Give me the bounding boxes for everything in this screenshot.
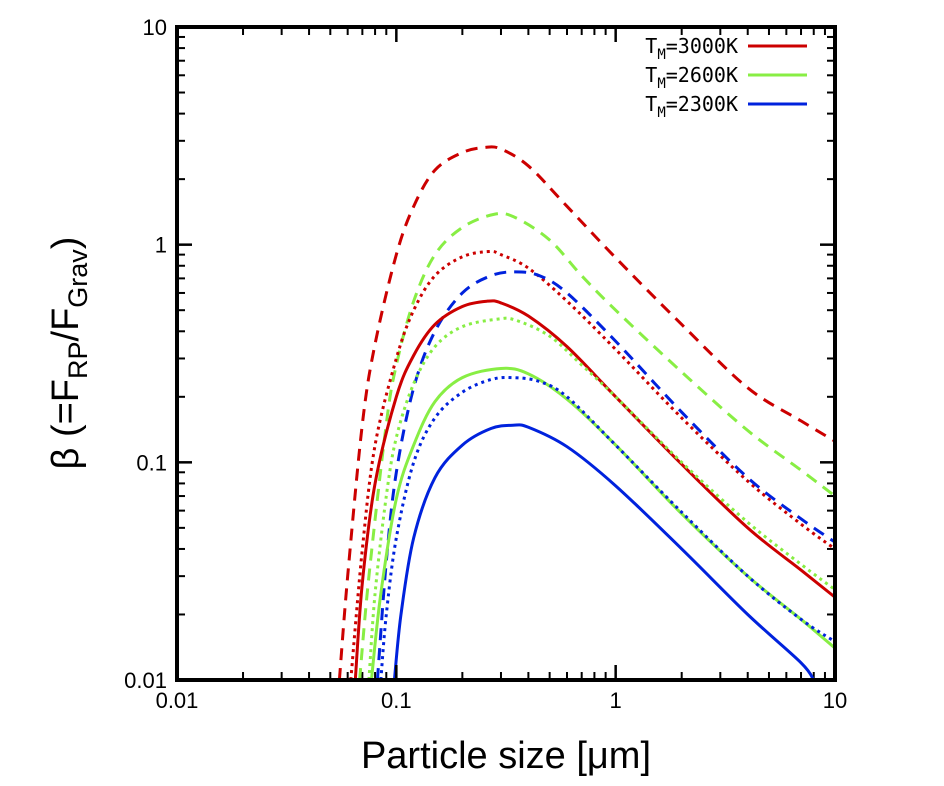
y-tick-label: 1 (155, 233, 167, 258)
series-line-5 (353, 299, 835, 680)
x-tick-label: 1 (610, 688, 622, 713)
legend-label: TM=3000K (645, 34, 738, 63)
legend-label-prefix: T (645, 34, 657, 58)
series-group (337, 145, 835, 680)
tick-labels: 0.01 0.1 1 10 0.01 0.1 1 10 (124, 15, 847, 713)
y-axis-title: β (=FRP/FGrav) (45, 237, 93, 470)
legend-label-prefix: T (645, 92, 657, 116)
series-line-3 (349, 249, 835, 680)
legend-label-suffix: =2600K (666, 63, 738, 87)
y-tick-label: 0.1 (136, 450, 167, 475)
series-line-7 (369, 366, 835, 680)
minor-ticks (177, 27, 835, 680)
y-tick-label: 0.01 (124, 668, 167, 693)
y-tick-label: 10 (143, 15, 167, 40)
legend-label-suffix: =2300K (666, 92, 738, 116)
y-axis-title-prefix: β (=F (45, 379, 87, 469)
series-line-4 (375, 270, 835, 680)
x-axis-title: Particle size [μm] (361, 735, 651, 777)
y-axis-title-sub-grav: Grav (63, 249, 93, 308)
series-line-2 (358, 211, 835, 680)
x-tick-label: 10 (823, 688, 847, 713)
legend-label-prefix: T (645, 63, 657, 87)
y-axis-title-sub-rp: RP (63, 341, 93, 379)
series-line-1 (337, 145, 835, 680)
legend-label-sub: M (657, 105, 665, 121)
plot-frame (175, 25, 837, 682)
y-axis-title-mid: /F (45, 308, 87, 342)
legend-label-sub: M (657, 76, 665, 92)
series-line-6 (367, 316, 835, 680)
legend-label-sub: M (657, 47, 665, 63)
major-ticks (175, 25, 837, 682)
x-tick-label: 0.1 (381, 688, 412, 713)
legend-label-suffix: =3000K (666, 34, 738, 58)
y-axis-title-suffix: ) (45, 237, 87, 250)
series-line-8 (379, 375, 835, 680)
legend-label: TM=2300K (645, 92, 738, 121)
series-line-9 (392, 423, 816, 680)
legend-label: TM=2600K (645, 63, 738, 92)
x-tick-label: 0.01 (156, 688, 199, 713)
